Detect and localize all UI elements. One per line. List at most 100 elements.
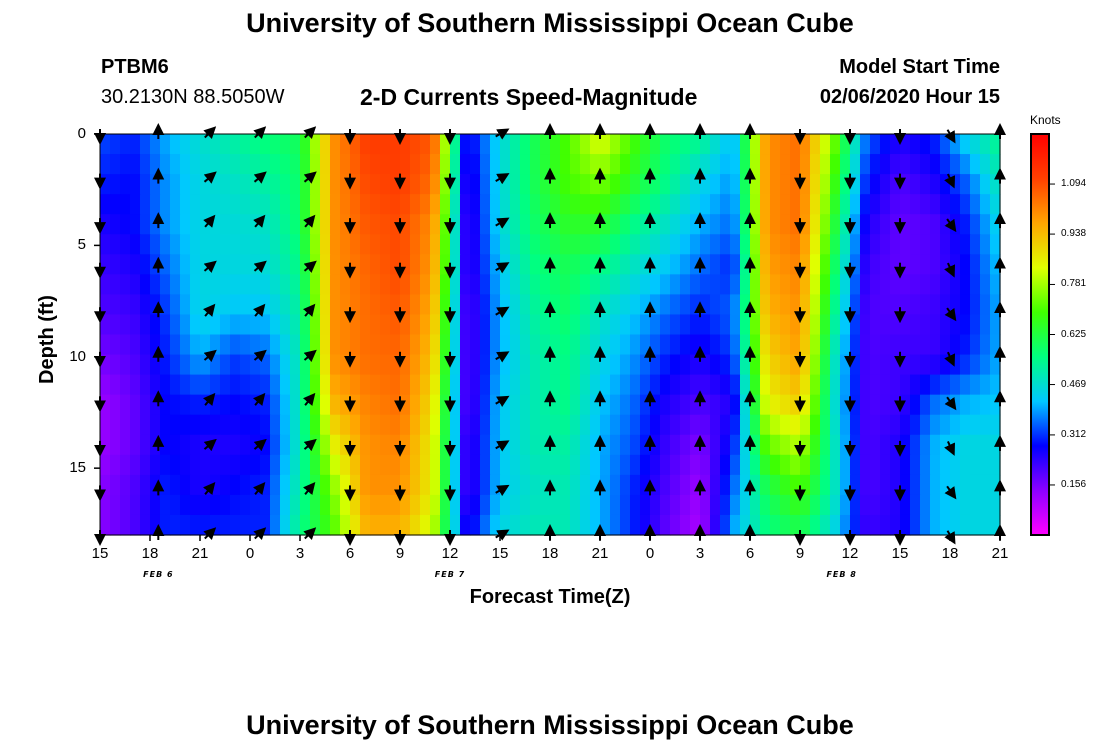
heatmap-cell	[570, 514, 581, 536]
heatmap-cell	[850, 234, 861, 255]
heatmap-cell	[870, 174, 881, 195]
heatmap-cell	[960, 274, 971, 295]
heatmap-cell	[780, 214, 791, 235]
heatmap-cell	[320, 394, 331, 416]
heatmap-cell	[630, 314, 641, 336]
x-tick-marks	[99, 535, 1001, 541]
heatmap-cell	[420, 294, 431, 316]
heatmap-cell	[240, 354, 251, 376]
heatmap-cell	[810, 494, 821, 516]
heatmap-cell	[710, 394, 721, 416]
heatmap-cell	[860, 214, 871, 235]
heatmap-cell	[160, 354, 171, 376]
heatmap-cell	[700, 214, 711, 235]
heatmap-cell	[690, 374, 701, 396]
heatmap-cell	[770, 494, 781, 516]
heatmap-cell	[760, 434, 771, 456]
heatmap-cell	[650, 234, 661, 255]
heatmap-cell	[880, 194, 891, 215]
heatmap-cell	[370, 414, 381, 436]
heatmap-cell	[420, 194, 431, 215]
heatmap-cell	[180, 314, 191, 336]
heatmap-cell	[990, 414, 1001, 436]
heatmap-cell	[110, 254, 121, 275]
heatmap-cell	[790, 454, 801, 476]
heatmap-cell	[530, 214, 541, 235]
heatmap-cell	[140, 254, 151, 275]
heatmap-cell	[850, 494, 861, 516]
heatmap-cell	[250, 314, 261, 336]
heatmap-cell	[180, 254, 191, 275]
heatmap-cell	[710, 154, 721, 175]
heatmap-cell	[230, 374, 241, 396]
heatmap-cell	[590, 494, 601, 516]
heatmap-cell	[910, 274, 921, 295]
heatmap-cell	[830, 214, 841, 235]
heatmap-cell	[840, 274, 851, 295]
heatmap-cell	[800, 194, 811, 215]
model-start-label: Model Start Time	[839, 56, 1000, 78]
heatmap-cell	[450, 414, 461, 436]
heatmap-cell	[330, 354, 341, 376]
heatmap-cell	[830, 294, 841, 316]
heatmap-cell	[880, 274, 891, 295]
heatmap-cell	[560, 414, 571, 436]
heatmap-cell	[830, 474, 841, 496]
heatmap-cell	[620, 294, 631, 316]
heatmap-cell	[170, 194, 181, 215]
heatmap-cell	[580, 434, 591, 456]
heatmap-cell	[430, 254, 441, 275]
heatmap-cell	[520, 434, 531, 456]
heatmap-cell	[350, 414, 361, 436]
heatmap-cell	[710, 494, 721, 516]
heatmap-cell	[320, 414, 331, 436]
heatmap-cell	[160, 394, 171, 416]
heatmap-cell	[340, 314, 351, 336]
heatmap-cell	[110, 414, 121, 436]
heatmap-cell	[180, 154, 191, 175]
heatmap-cell	[410, 274, 421, 295]
heatmap-cell	[150, 274, 161, 295]
heatmap-cell	[390, 454, 401, 476]
heatmap-cell	[150, 334, 161, 356]
heatmap-cell	[150, 374, 161, 396]
heatmap-cell	[660, 314, 671, 336]
heatmap-cell	[680, 514, 691, 536]
current-direction-arrow	[495, 217, 510, 229]
heatmap-cell	[870, 194, 881, 215]
heatmap-cell	[220, 194, 231, 215]
heatmap-cell	[960, 294, 971, 316]
heatmap-cell	[840, 414, 851, 436]
heatmap-cell	[580, 394, 591, 416]
heatmap-cell	[760, 354, 771, 376]
heatmap-cell	[150, 394, 161, 416]
station-coords: 30.2130N 88.5050W	[101, 86, 285, 108]
heatmap-cell	[770, 474, 781, 496]
heatmap-cell	[570, 394, 581, 416]
heatmap-cell	[400, 374, 411, 396]
heatmap-cell	[270, 154, 281, 175]
heatmap-cell	[640, 314, 651, 336]
heatmap-cell	[730, 494, 741, 516]
heatmap-cell	[640, 274, 651, 295]
heatmap-cell	[790, 254, 801, 275]
heatmap-cell	[180, 494, 191, 516]
heatmap-cell	[820, 414, 831, 436]
heatmap-cell	[940, 274, 951, 295]
heatmap-cell	[860, 254, 871, 275]
heatmap-cell	[820, 194, 831, 215]
heatmap-cell	[920, 434, 931, 456]
heatmap-cell	[330, 154, 341, 175]
heatmap-cell	[620, 394, 631, 416]
heatmap-cell	[900, 474, 911, 496]
heatmap-cell	[640, 234, 651, 255]
heatmap-cell	[980, 414, 991, 436]
heatmap-cell	[500, 274, 511, 295]
heatmap-cell	[110, 194, 121, 215]
heatmap-cell	[770, 374, 781, 396]
heatmap-cell	[580, 134, 591, 155]
heatmap-cell	[640, 214, 651, 235]
heatmap-cell	[940, 354, 951, 376]
heatmap-cell	[420, 134, 431, 155]
heatmap-cell	[760, 514, 771, 536]
